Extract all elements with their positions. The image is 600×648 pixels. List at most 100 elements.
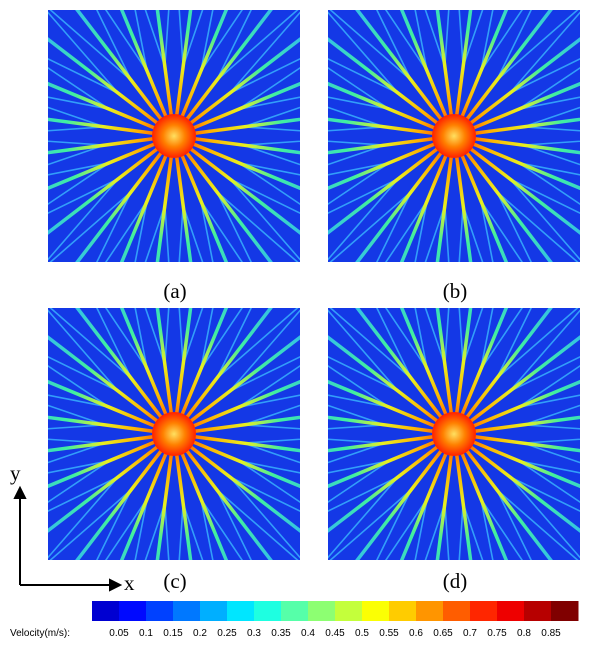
branch xyxy=(444,502,450,560)
branch xyxy=(48,404,106,426)
branch xyxy=(328,475,400,559)
branch xyxy=(517,365,580,409)
branch xyxy=(49,10,133,82)
branch xyxy=(508,475,580,559)
spoke xyxy=(174,308,193,418)
branch xyxy=(328,126,386,132)
colorbar-swatch xyxy=(92,601,120,621)
contour-panel xyxy=(48,308,300,560)
spoke xyxy=(459,308,509,420)
spoke xyxy=(468,141,580,191)
spoke xyxy=(459,448,509,560)
spoke xyxy=(179,308,229,420)
branch xyxy=(479,199,494,262)
branch xyxy=(134,497,149,560)
spoke xyxy=(48,379,160,429)
branch xyxy=(144,502,166,560)
branch xyxy=(376,488,413,560)
branch xyxy=(215,10,252,82)
branch xyxy=(479,10,523,73)
branch xyxy=(444,204,450,262)
branch xyxy=(376,10,413,82)
branch xyxy=(48,106,106,128)
spoke xyxy=(328,136,438,155)
branch xyxy=(49,308,133,380)
branch xyxy=(182,308,204,366)
spoke xyxy=(355,10,445,124)
branch xyxy=(328,475,400,512)
branch xyxy=(228,309,300,393)
spoke xyxy=(399,150,449,262)
spoke xyxy=(459,150,509,262)
branch xyxy=(495,10,532,82)
spoke xyxy=(463,10,553,124)
branch xyxy=(237,394,300,409)
spoke xyxy=(183,446,273,560)
spoke xyxy=(190,415,300,434)
branch xyxy=(199,10,243,73)
branch xyxy=(376,190,413,262)
branch xyxy=(228,475,300,559)
spoke xyxy=(328,379,440,429)
spoke xyxy=(186,37,300,127)
branch xyxy=(495,190,532,262)
branch xyxy=(328,404,386,426)
branch xyxy=(199,199,214,262)
branch xyxy=(144,204,166,262)
branch xyxy=(199,308,243,371)
spoke xyxy=(48,145,162,235)
branch xyxy=(199,10,214,73)
branch xyxy=(328,438,386,444)
branch xyxy=(517,161,580,205)
branch xyxy=(96,190,133,262)
spoke xyxy=(188,141,300,191)
colorbar-tick-label: 0.2 xyxy=(193,628,207,639)
branch xyxy=(424,10,446,68)
branch xyxy=(237,459,300,503)
branch xyxy=(414,308,429,371)
spoke xyxy=(119,10,169,122)
branch xyxy=(508,309,580,393)
spoke xyxy=(186,145,300,235)
branch xyxy=(522,140,580,146)
branch xyxy=(215,190,299,262)
axis-arrows xyxy=(13,485,123,592)
branch xyxy=(199,497,243,560)
spoke xyxy=(75,148,165,262)
core xyxy=(152,412,196,456)
colorbar-tick-label: 0.15 xyxy=(163,628,183,639)
branch xyxy=(522,404,580,426)
contour-panel xyxy=(328,10,580,262)
spoke xyxy=(48,37,162,127)
branch xyxy=(385,308,429,371)
colorbar-swatch xyxy=(119,601,147,621)
branch xyxy=(237,67,300,111)
branch xyxy=(105,497,149,560)
spoke xyxy=(48,117,158,136)
spoke xyxy=(190,434,300,453)
branch xyxy=(48,424,106,430)
spoke xyxy=(399,448,449,560)
y-axis-label: y xyxy=(10,461,21,485)
branch xyxy=(134,199,149,262)
branch xyxy=(328,144,386,166)
spoke xyxy=(48,136,158,155)
spoke xyxy=(435,308,454,418)
colorbar-tick-label: 0.3 xyxy=(247,628,261,639)
spoke xyxy=(355,148,445,262)
branch xyxy=(462,10,484,68)
branch xyxy=(242,424,300,430)
branch xyxy=(48,356,120,393)
branch xyxy=(48,67,111,111)
branch xyxy=(414,199,429,262)
colorbar-tick-label: 0.1 xyxy=(139,628,153,639)
branch xyxy=(414,497,429,560)
branch xyxy=(328,11,400,95)
branch xyxy=(458,10,464,68)
colorbar-tick-label: 0.8 xyxy=(517,628,531,639)
branch xyxy=(215,308,299,380)
branch xyxy=(215,488,299,560)
spoke xyxy=(470,415,580,434)
spoke xyxy=(75,446,165,560)
